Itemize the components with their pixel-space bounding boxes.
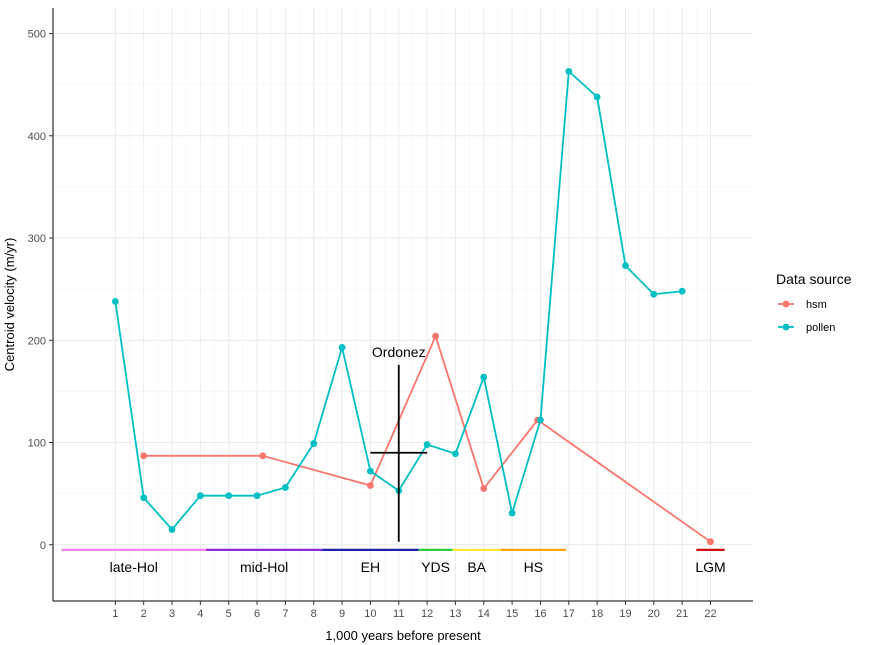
point-pollen	[281, 484, 289, 491]
period-label-eh: EH	[361, 559, 380, 575]
point-pollen	[565, 67, 573, 75]
x-tick-label: 20	[648, 608, 660, 620]
x-axis-title: 1,000 years before present	[325, 628, 481, 643]
ordonez-label: Ordonez	[372, 344, 426, 360]
grid-major	[53, 8, 753, 601]
y-tick-label: 200	[28, 335, 46, 347]
point-pollen	[593, 93, 601, 101]
point-hsm	[707, 538, 714, 546]
x-tick-label: 18	[591, 608, 603, 620]
legend-key-point-pollen	[782, 323, 790, 331]
x-tick-label: 22	[704, 608, 716, 620]
y-tick-label: 500	[28, 29, 46, 41]
series-points	[111, 67, 714, 546]
x-tick-label: 9	[339, 608, 345, 620]
x-tick-label: 8	[311, 608, 317, 620]
y-tick-label: 100	[28, 438, 46, 450]
x-tick-label: 19	[619, 608, 631, 620]
period-label-late-hol: late-Hol	[110, 559, 158, 575]
point-pollen	[111, 298, 119, 305]
point-hsm	[259, 452, 267, 460]
y-tick-label: 0	[40, 540, 46, 552]
point-pollen	[196, 492, 204, 500]
point-pollen	[452, 450, 459, 458]
x-tick-label: 17	[563, 608, 575, 620]
x-tick-label: 13	[449, 608, 461, 620]
x-tick-label: 4	[197, 608, 203, 620]
point-pollen	[168, 526, 176, 533]
y-axis-title: Centroid velocity (m/yr)	[2, 238, 17, 372]
legend: Data source hsm pollen	[776, 271, 852, 334]
x-tick-label: 21	[676, 608, 688, 620]
legend-label-hsm: hsm	[806, 299, 827, 311]
point-hsm	[480, 485, 488, 492]
point-pollen	[140, 494, 148, 502]
axes	[49, 8, 753, 605]
legend-label-pollen: pollen	[806, 322, 835, 334]
point-hsm	[432, 332, 439, 340]
period-label-hs: HS	[524, 559, 543, 575]
point-pollen	[508, 509, 516, 517]
tick-labels: 1 2 3 4 5 6 7 8 9 10 11 12 13 14 15 16 17 18 19 20 21 2201002…	[28, 29, 717, 620]
x-tick-label: 1	[112, 608, 118, 620]
x-tick-label: 10	[364, 608, 376, 620]
x-tick-label: 12	[421, 608, 433, 620]
legend-key-point-hsm	[782, 300, 790, 308]
x-tick-label: 3	[169, 608, 175, 620]
point-pollen	[367, 467, 374, 475]
y-tick-label: 300	[28, 233, 46, 245]
x-tick-label: 6	[254, 608, 260, 620]
point-pollen	[650, 290, 658, 298]
point-pollen	[338, 344, 346, 351]
x-tick-label: 2	[141, 608, 147, 620]
point-pollen	[537, 416, 544, 424]
point-hsm	[140, 452, 148, 460]
point-pollen	[253, 492, 261, 500]
x-tick-label: 7	[282, 608, 288, 620]
x-tick-label: 16	[534, 608, 546, 620]
point-pollen	[678, 287, 686, 295]
point-pollen	[423, 441, 431, 448]
period-label-ba: BA	[467, 559, 486, 575]
point-pollen	[480, 373, 488, 381]
point-hsm	[367, 482, 374, 489]
period-label-yds: YDS	[421, 559, 450, 575]
point-pollen	[225, 492, 233, 500]
period-label-mid-hol: mid-Hol	[240, 559, 288, 575]
point-pollen	[622, 262, 629, 270]
x-tick-label: 11	[393, 608, 404, 620]
x-tick-label: 14	[478, 608, 490, 620]
point-pollen	[310, 440, 318, 447]
legend-title: Data source	[776, 271, 852, 287]
period-label-lgm: LGM	[695, 559, 725, 575]
x-tick-label: 15	[506, 608, 518, 620]
x-tick-label: 5	[226, 608, 232, 620]
y-tick-label: 400	[28, 131, 46, 143]
period-bars: late-Hol mid-Hol EH YDS BA HS LGM	[61, 548, 726, 575]
ordonez-annotation: Ordonez	[370, 344, 428, 542]
grid-minor	[53, 8, 753, 601]
